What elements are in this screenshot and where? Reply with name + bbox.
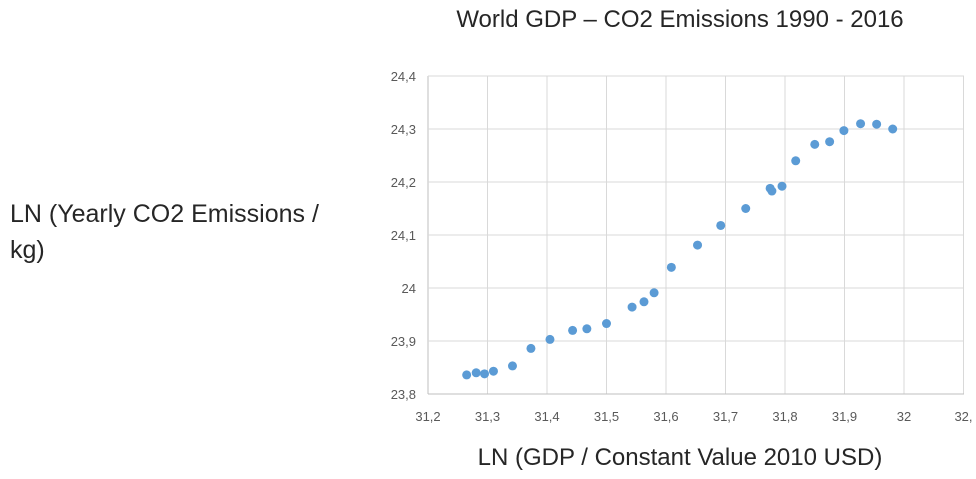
scatter-point [639,297,649,307]
scatter-point [888,124,898,134]
scatter-point [602,319,611,329]
x-tick-label: 31,8 [772,409,797,424]
chart-title: World GDP – CO2 Emissions 1990 - 2016 [456,6,904,33]
scatter-point [507,361,517,371]
scatter-point [872,119,882,129]
scatter-point [480,369,490,379]
y-tick-label: 24 [402,281,416,296]
data-points [462,119,898,380]
y-tick-label: 23,8 [391,387,416,402]
y-tick-label: 24,2 [391,175,416,190]
scatter-point [627,302,637,312]
scatter-point [693,240,703,250]
x-axis-label: LN (GDP / Constant Value 2010 USD) [477,444,883,471]
gridlines [427,75,964,395]
y-axis-label: LN (Yearly CO2 Emissions / kg) [10,200,319,264]
scatter-point [825,137,835,147]
x-tick-label: 31,3 [475,409,500,424]
y-tick-label: 23,9 [391,334,416,349]
scatter-point [582,324,592,334]
x-tick-label: 31,4 [534,409,559,424]
scatter-point [462,370,472,380]
scatter-point [488,366,498,376]
scatter-point [810,139,820,149]
x-tick-label: 31,5 [594,409,619,424]
x-tick-label: 31,9 [832,409,857,424]
y-tick-label: 24,3 [391,122,416,137]
y-tick-label: 24,4 [391,69,416,84]
scatter-point [741,204,751,213]
scatter-point [767,186,777,196]
scatter-point [777,181,787,191]
x-tick-label: 31,6 [653,409,678,424]
scatter-point [649,288,659,298]
x-tick-label: 31,7 [713,409,738,424]
x-tick-label: 32 [897,409,911,424]
scatter-point [666,262,676,272]
y-tick-label: 24,1 [391,228,416,243]
scatter-point [716,220,726,230]
scatter-point [856,119,866,129]
x-tick-label: 32, [954,409,972,424]
scatter-point [791,156,801,166]
scatter-point [471,368,481,378]
tick-labels: 31,2 31,3 31,4 31,5 31,6 31,7 31,8 31,9 32 32, 23,… [391,69,973,424]
scatter-point [839,126,849,136]
x-tick-label: 31,2 [415,409,440,424]
scatter-point [568,325,578,335]
scatter-point [545,334,555,344]
scatter-point [526,343,536,353]
